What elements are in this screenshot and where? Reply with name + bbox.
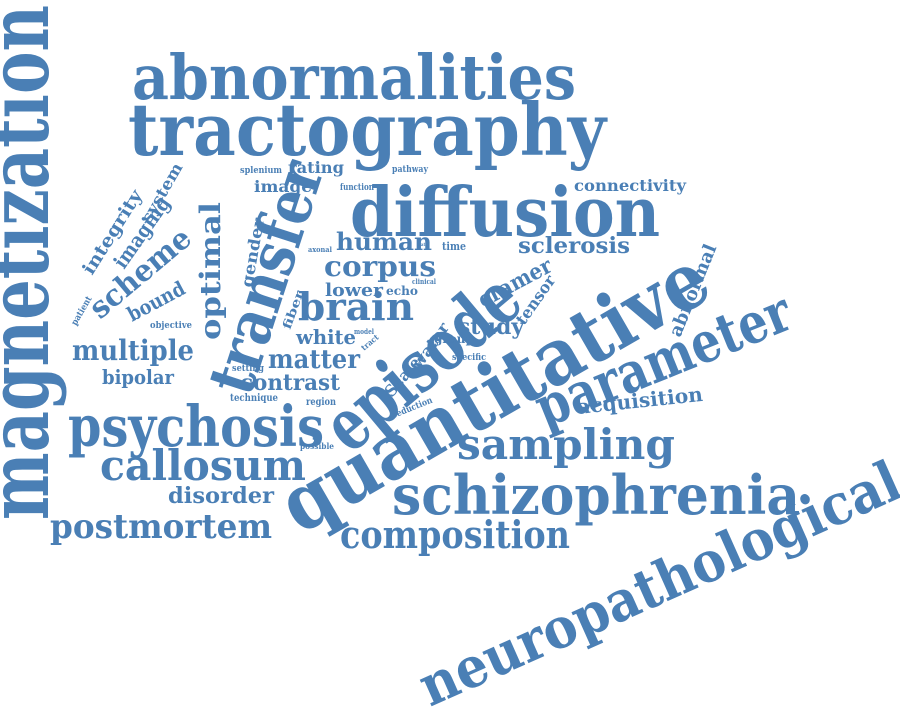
word-image: image [254,177,312,196]
word-function: function [340,183,374,193]
word-time: time [442,240,466,253]
word-a: a [788,494,796,508]
word-white: white [295,325,356,349]
word-axonal: axonal [308,245,332,254]
word-optimal: optimal [194,202,227,340]
word-group: group [434,332,474,346]
word-composition: composition [340,512,570,557]
word-clinical: clinical [412,277,436,286]
word-rating: rating [288,158,344,177]
word-pathway: pathway [392,165,429,175]
word-disorder: disorder [168,483,274,509]
word-tractography: tractography [128,87,608,172]
word-postmortem: postmortem [50,507,272,547]
word-data: data [418,242,429,248]
word-connectivity: connectivity [574,176,687,195]
word-setting: setting [232,364,265,374]
word-bipolar: bipolar [102,365,174,389]
word-region: region [306,397,337,408]
word-technique: technique [230,393,278,404]
word-multiple: multiple [72,334,194,367]
word-objective: objective [150,321,192,331]
word-magnetization: magnetization [0,5,68,520]
word-sampling: sampling [457,420,675,469]
word-lower: lower [325,280,384,301]
word-s: s [312,425,321,444]
word-splenium: splenium [240,166,282,176]
word-sclerosis: sclerosis [518,233,630,259]
word-echo: echo [386,284,418,298]
word-specific: specific [452,353,486,363]
